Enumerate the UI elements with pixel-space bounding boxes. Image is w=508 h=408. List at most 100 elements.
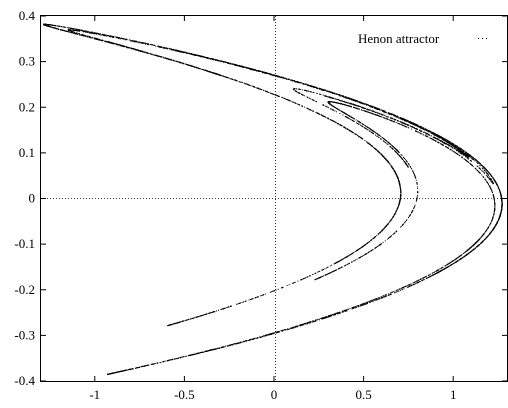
data-point	[461, 150, 463, 152]
data-point	[412, 282, 414, 284]
data-point	[417, 186, 419, 188]
data-point	[492, 193, 494, 195]
data-point	[296, 326, 298, 328]
data-point	[458, 151, 460, 153]
data-point	[477, 166, 479, 168]
data-point	[450, 261, 452, 263]
data-point	[83, 31, 85, 33]
data-point	[450, 142, 452, 144]
data-point	[435, 138, 437, 140]
data-point	[380, 296, 382, 298]
data-point	[193, 53, 195, 55]
data-point	[140, 42, 142, 44]
data-point	[268, 91, 270, 93]
data-point	[362, 303, 364, 305]
data-point	[381, 116, 383, 118]
data-point	[260, 70, 262, 72]
data-point	[406, 219, 407, 221]
data-point	[441, 141, 443, 143]
data-point	[171, 59, 173, 61]
data-point	[387, 141, 389, 143]
data-point	[438, 139, 440, 141]
data-point	[337, 312, 339, 314]
data-point	[236, 303, 238, 305]
data-point	[58, 25, 60, 27]
data-point	[84, 35, 86, 37]
data-point	[423, 131, 425, 133]
data-point	[194, 317, 196, 319]
data-point	[484, 232, 486, 234]
data-point	[426, 129, 428, 131]
data-point	[416, 125, 418, 127]
data-point	[128, 39, 130, 41]
data-point	[98, 34, 100, 36]
data-point	[432, 139, 434, 141]
data-point	[457, 148, 459, 150]
data-point	[303, 83, 305, 85]
data-point	[291, 101, 293, 103]
data-point	[480, 168, 482, 170]
data-point	[241, 301, 243, 303]
data-point	[332, 98, 334, 99]
data-point	[360, 122, 362, 124]
data-point	[444, 140, 446, 142]
data-point	[350, 119, 352, 121]
data-point	[433, 136, 435, 138]
data-point	[364, 302, 366, 304]
data-point	[307, 90, 309, 92]
data-point	[453, 151, 455, 153]
y-tick-label: 0.1	[19, 145, 35, 160]
data-point	[272, 74, 274, 76]
data-point	[464, 158, 466, 160]
data-point	[372, 299, 374, 301]
data-point	[376, 107, 378, 109]
data-point	[305, 83, 307, 85]
data-point	[351, 131, 353, 133]
data-point	[452, 146, 454, 148]
data-point	[70, 29, 72, 31]
data-point	[416, 199, 418, 201]
data-point	[324, 90, 326, 92]
data-point	[325, 267, 327, 269]
data-point	[320, 317, 322, 319]
data-point	[388, 163, 390, 165]
data-point	[494, 202, 496, 204]
data-point	[323, 268, 325, 270]
data-point	[364, 124, 366, 126]
data-point	[329, 265, 331, 267]
data-point	[338, 99, 339, 101]
data-point	[377, 133, 379, 135]
data-point	[297, 280, 299, 282]
data-point	[281, 76, 283, 78]
data-point	[286, 78, 288, 80]
data-point	[182, 356, 184, 358]
data-point	[64, 30, 66, 32]
data-point	[403, 223, 405, 225]
data-point	[234, 343, 236, 345]
data-point	[302, 323, 304, 325]
data-point	[202, 56, 204, 58]
data-point	[340, 259, 342, 261]
data-point	[423, 131, 425, 133]
data-point	[270, 333, 272, 335]
data-point	[416, 183, 418, 185]
data-point	[405, 120, 407, 122]
data-point	[414, 174, 416, 176]
data-point	[303, 89, 305, 91]
data-point	[358, 123, 360, 125]
data-point	[372, 238, 374, 240]
data-point	[360, 101, 362, 103]
data-point	[481, 235, 483, 237]
data-point	[319, 270, 321, 272]
data-point	[318, 271, 320, 273]
data-point	[324, 317, 326, 319]
data-point	[408, 217, 410, 218]
data-point	[364, 253, 366, 255]
data-point	[400, 124, 402, 126]
data-point	[419, 132, 421, 134]
data-point	[491, 180, 493, 182]
data-point	[308, 322, 310, 324]
data-point	[430, 273, 432, 275]
data-point	[226, 76, 228, 78]
